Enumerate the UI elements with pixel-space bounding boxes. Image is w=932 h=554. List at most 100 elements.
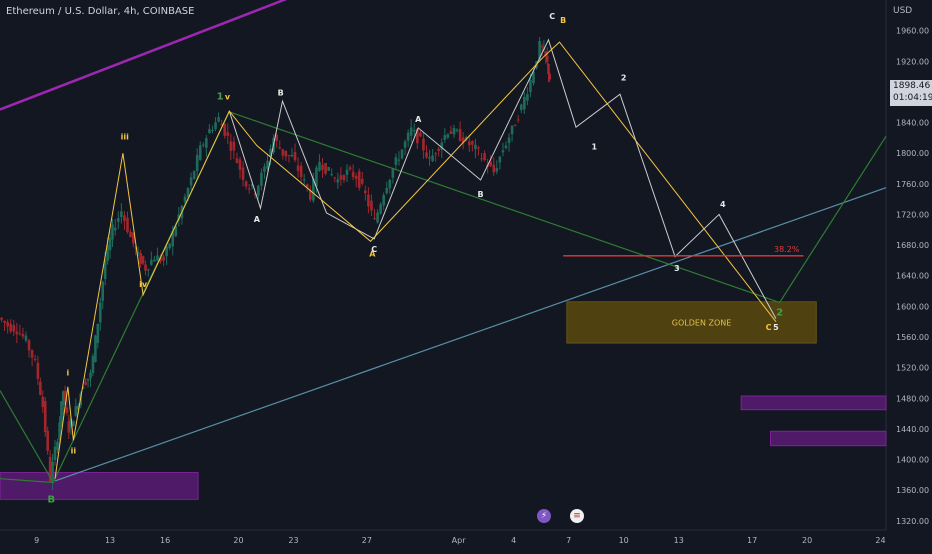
candle-body: [431, 155, 434, 162]
candle-body: [382, 195, 385, 206]
candle-body: [547, 63, 550, 74]
candle-body: [241, 167, 245, 180]
wave-label: 2: [621, 73, 627, 82]
candle-body: [391, 168, 395, 179]
us-flag-icon[interactable]: ≡: [570, 509, 584, 523]
candle-body: [357, 171, 361, 188]
candle-body: [250, 184, 254, 187]
candle-body: [266, 160, 269, 169]
candle-body: [69, 418, 73, 428]
candle-body: [373, 218, 376, 220]
candle-body: [287, 155, 291, 157]
wave-label: 1: [217, 92, 224, 103]
candle-body: [43, 401, 47, 433]
candle-body: [159, 257, 162, 262]
candle-body: [162, 256, 165, 261]
candle-body: [376, 212, 379, 223]
candle-body: [139, 253, 142, 264]
candle-body: [302, 179, 306, 181]
candle-body: [9, 323, 13, 332]
candle-body: [220, 124, 223, 126]
candle-body: [513, 125, 517, 127]
candle-body: [150, 259, 153, 265]
x-tick-label: Apr: [452, 536, 467, 545]
candle-body: [51, 461, 54, 482]
candle-body: [247, 188, 251, 190]
candle-body: [397, 159, 401, 161]
y-tick-label: 1840.00: [896, 119, 929, 128]
candle-body: [293, 152, 297, 161]
wave-label: A: [369, 250, 376, 259]
wave-label: B: [478, 190, 484, 199]
candle-body: [312, 178, 315, 201]
candle-body: [144, 264, 147, 271]
purple-trendline: [0, 0, 288, 111]
candle-body: [12, 324, 16, 332]
candle-body: [39, 381, 42, 395]
candle-body: [129, 231, 132, 238]
candle-body: [403, 141, 407, 148]
candle-body: [123, 215, 126, 221]
candle-body: [467, 141, 471, 146]
candle-body: [33, 358, 37, 360]
candle-body: [18, 333, 22, 335]
candle-body: [27, 340, 31, 351]
candle-body: [120, 211, 123, 217]
candle-body: [510, 125, 514, 135]
green-wave-lead: [0, 478, 54, 484]
wave-label: 3: [674, 264, 680, 273]
wave-label: A: [415, 115, 422, 124]
candle-body: [480, 158, 483, 160]
candle-body: [529, 79, 532, 93]
candle-body: [299, 165, 303, 178]
fib-level-label: 38.2%: [774, 245, 800, 254]
candle-body: [253, 193, 257, 196]
candle-body: [434, 153, 437, 155]
candle-body: [244, 181, 248, 187]
green-wave-line: [0, 111, 887, 484]
candle-body: [385, 188, 389, 194]
candle-body: [0, 317, 3, 320]
candle-body: [205, 138, 208, 148]
candle-body: [192, 171, 196, 179]
candle-body: [60, 401, 63, 424]
candle-body: [101, 281, 105, 301]
candle-body: [141, 256, 145, 264]
x-tick-label: 13: [674, 536, 684, 545]
candle-body: [202, 144, 205, 146]
candle-body: [24, 335, 28, 341]
candle-body: [388, 179, 392, 189]
white-wave-line: [228, 38, 777, 319]
y-tick-label: 1400.00: [896, 456, 929, 465]
candle-body: [409, 127, 413, 136]
candle-body: [183, 196, 187, 202]
x-tick-label: 13: [105, 536, 115, 545]
candle-body: [477, 147, 480, 149]
candle-body: [168, 243, 171, 249]
candle-body: [327, 166, 330, 171]
chart-title: Ethereum / U.S. Dollar, 4h, COINBASE: [6, 6, 195, 17]
candle-body: [56, 441, 59, 451]
candle-body: [94, 335, 97, 362]
candle-body: [131, 232, 135, 244]
y-tick-label: 1360.00: [896, 486, 929, 495]
candle-body: [84, 381, 87, 385]
lightning-icon[interactable]: ⚡: [537, 509, 551, 523]
candle-body: [526, 94, 529, 101]
candle-body: [321, 164, 324, 170]
candle-body: [134, 247, 138, 249]
candle-body: [495, 168, 499, 172]
candle-body: [545, 55, 549, 62]
candle-body: [67, 421, 71, 433]
wave-label: C: [371, 245, 377, 254]
candle-body: [419, 132, 422, 137]
candle-body: [36, 362, 40, 379]
candle-body: [217, 116, 220, 122]
candle-body: [296, 165, 300, 171]
y-tick-label: 1440.00: [896, 425, 929, 434]
candle-body: [519, 104, 523, 111]
y-tick-label: 1920.00: [896, 57, 929, 66]
candle-body: [232, 141, 236, 151]
